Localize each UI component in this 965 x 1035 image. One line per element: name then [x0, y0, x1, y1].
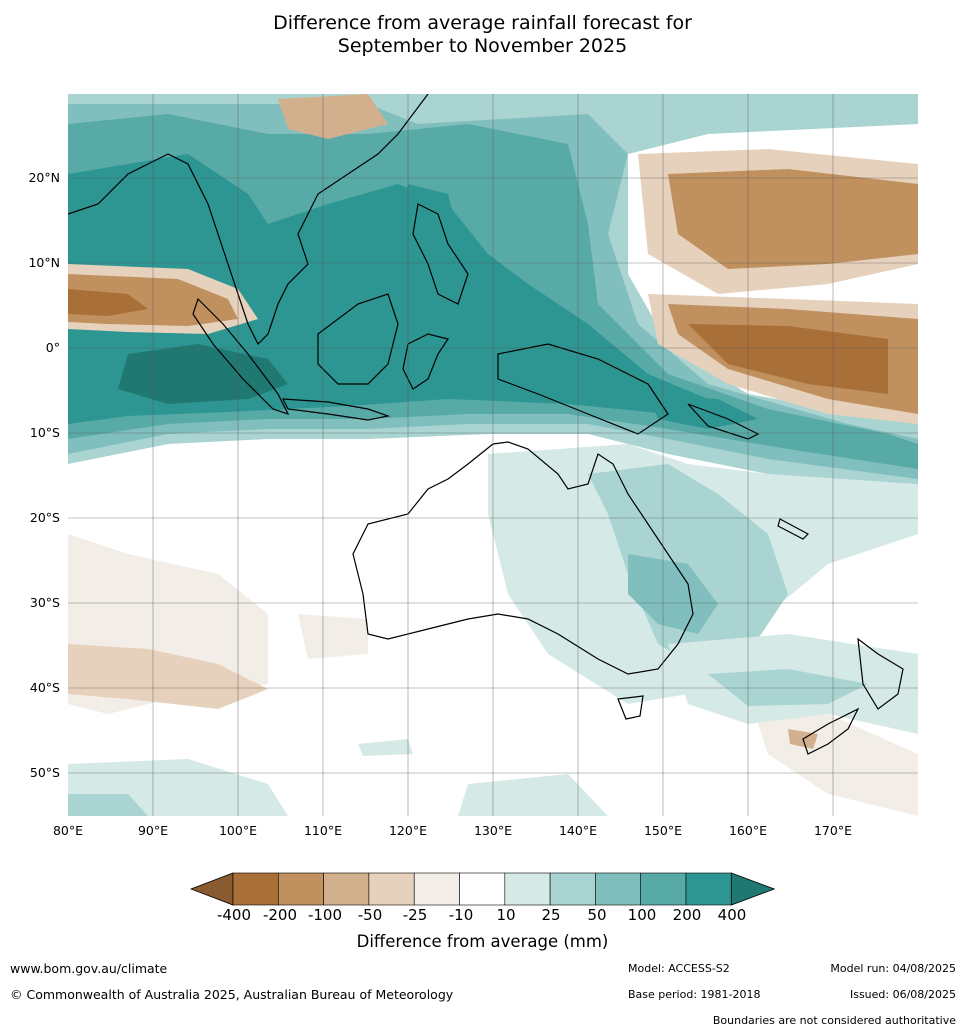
colorbar-segment [413, 872, 460, 906]
colorbar-tick--100: -100 [307, 906, 343, 924]
colorbar-tick--200: -200 [262, 906, 298, 924]
disclaimer-text: Boundaries are not considered authoritat… [712, 1014, 956, 1027]
colorbar-segment [549, 872, 596, 906]
lon-label-170e: 170°E [813, 823, 852, 838]
website-link[interactable]: www.bom.gov.au/climate [10, 961, 168, 976]
colorbar-extend-high [730, 872, 776, 906]
lat-label-0: 0° [45, 340, 60, 355]
colorbar-segment [595, 872, 641, 906]
rainfall-anomaly-map [68, 94, 918, 816]
colorbar-tick--25: -25 [402, 906, 428, 924]
map-title-line2: September to November 2025 [337, 35, 628, 57]
lon-label-150e: 150°E [643, 823, 682, 838]
new-caledonia-coastline [777, 518, 809, 540]
lon-label-160e: 160°E [728, 823, 767, 838]
colorbar-tick-10: 10 [496, 906, 516, 924]
colorbar [190, 872, 776, 906]
lat-label-10n: 10°N [28, 255, 60, 270]
lon-label-120e: 120°E [388, 823, 427, 838]
lat-label-40s: 40°S [29, 680, 60, 695]
lat-label-20s: 20°S [29, 510, 60, 525]
model-run-text: Model run: 04/08/2025 [830, 962, 956, 975]
new-zealand-north-coastline [857, 637, 904, 710]
borneo-coastline [317, 293, 399, 385]
colorbar-tick-400: 400 [717, 906, 747, 924]
coastlines [68, 94, 904, 755]
colorbar-segment [459, 872, 506, 906]
colorbar-title: Difference from average (mm) [356, 932, 609, 951]
model-text: Model: ACCESS-S2 [628, 962, 730, 975]
colorbar-tick-100: 100 [627, 906, 657, 924]
lon-label-80e: 80°E [52, 823, 84, 838]
dry-anomaly-contours [68, 94, 918, 816]
tasmania-coastline [617, 695, 644, 720]
philippines-coastline [412, 203, 469, 305]
new-guinea-coastline [497, 343, 669, 435]
colorbar-tick--400: -400 [216, 906, 252, 924]
colorbar-segment [278, 872, 324, 906]
colorbar-extend-low [190, 872, 234, 906]
colorbar-segment [368, 872, 415, 906]
graticule [68, 94, 918, 816]
colorbar-tick--10: -10 [448, 906, 474, 924]
sumatra-coastline [192, 297, 290, 416]
lon-label-140e: 140°E [558, 823, 597, 838]
base-period-text: Base period: 1981-2018 [628, 988, 761, 1001]
colorbar-tick-50: 50 [587, 906, 607, 924]
sulawesi-coastline [402, 333, 449, 390]
lon-label-90e: 90°E [137, 823, 169, 838]
colorbar-segment [504, 872, 551, 906]
lat-label-30s: 30°S [29, 595, 60, 610]
lat-label-10s: 10°S [29, 425, 60, 440]
new-zealand-south-coastline [802, 707, 860, 755]
copyright-text: © Commonwealth of Australia 2025, Austra… [10, 987, 454, 1002]
colorbar-tick-25: 25 [541, 906, 561, 924]
solomon-islands-coastline [687, 403, 760, 440]
lat-label-50s: 50°S [29, 765, 60, 780]
australia-coastline [352, 441, 694, 675]
map-title-line1: Difference from average rainfall forecas… [273, 12, 692, 34]
colorbar-segment [685, 872, 732, 906]
colorbar-tick--50: -50 [357, 906, 383, 924]
lon-label-130e: 130°E [473, 823, 512, 838]
colorbar-segment [640, 872, 687, 906]
southern-wet-patches [68, 444, 918, 816]
lon-label-100e: 100°E [218, 823, 257, 838]
colorbar-segment [232, 872, 279, 906]
lat-label-20n: 20°N [28, 170, 60, 185]
issued-text: Issued: 06/08/2025 [849, 988, 956, 1001]
asia-coastline [68, 94, 429, 346]
colorbar-tick-200: 200 [672, 906, 702, 924]
lon-label-110e: 110°E [303, 823, 342, 838]
colorbar-segment [323, 872, 370, 906]
java-coastline [281, 398, 391, 421]
